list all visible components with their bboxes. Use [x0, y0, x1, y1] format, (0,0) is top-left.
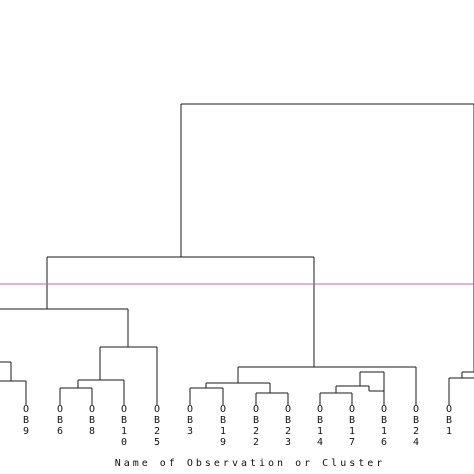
dendrogram-links	[0, 103, 474, 405]
x-axis-label: Name of Observation or Cluster	[115, 458, 386, 469]
leaf-labels: O B 9 O B 6 O B 8 O B 1 0 O B 2 5 O B 3 O B 1 9 O B 2 2 O B 2 3 O B 1 4 O B 1 7…	[23, 404, 452, 448]
